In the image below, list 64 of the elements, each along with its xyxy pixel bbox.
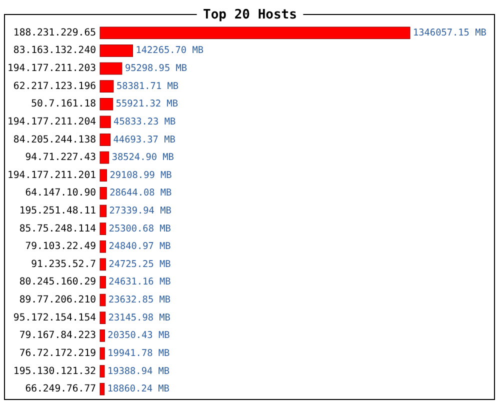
y-tick-label: 79.167.84.223 <box>19 330 96 342</box>
bar <box>100 365 105 378</box>
bar <box>100 62 122 75</box>
data-label: 25300.68 MB <box>108 223 172 234</box>
data-label: 142265.70 MB <box>136 45 204 56</box>
y-tick-label: 79.103.22.49 <box>25 241 96 252</box>
bar <box>100 258 106 271</box>
bar <box>100 276 106 288</box>
data-label: 38524.90 MB <box>112 152 174 164</box>
bar <box>100 222 106 235</box>
y-tick-label: 89.77.206.210 <box>19 294 96 306</box>
bar <box>100 330 105 342</box>
y-tick-label: 194.177.211.203 <box>8 63 96 74</box>
bar <box>100 134 111 146</box>
bar <box>100 294 106 306</box>
data-label: 18860.24 MB <box>107 384 170 395</box>
bar <box>100 187 107 200</box>
bar <box>100 382 105 396</box>
bar <box>100 44 134 57</box>
bar <box>100 98 114 110</box>
y-tick-label: 95.172.154.154 <box>13 312 96 324</box>
bar <box>100 347 105 360</box>
data-label: 95298.95 MB <box>124 63 188 74</box>
y-tick-label: 80.245.160.29 <box>19 276 96 288</box>
y-tick-label: 83.163.132.240 <box>13 45 96 56</box>
data-label: 28644.08 MB <box>110 188 172 199</box>
bar <box>100 80 114 92</box>
data-label: 55921.32 MB <box>116 98 178 110</box>
data-label: 1346057.15 MB <box>413 27 487 38</box>
data-label: 27339.94 MB <box>109 206 172 216</box>
y-tick-label: 194.177.211.201 <box>8 170 96 181</box>
data-label: 58381.71 MB <box>116 80 179 92</box>
bar <box>100 312 106 324</box>
bar <box>100 240 106 253</box>
data-label: 19388.94 MB <box>107 366 170 377</box>
y-tick-label: 62.217.123.196 <box>13 80 96 92</box>
bar <box>100 151 110 164</box>
y-tick-label: 76.72.172.219 <box>19 348 96 359</box>
data-label: 24725.25 MB <box>108 258 172 270</box>
y-tick-label: 195.251.48.11 <box>19 206 96 216</box>
data-label: 20350.43 MB <box>108 330 170 342</box>
data-label: 23632.85 MB <box>108 294 171 306</box>
data-label: 24631.16 MB <box>108 276 172 288</box>
data-label: 23145.98 MB <box>108 312 171 324</box>
data-label: 44693.37 MB <box>113 134 176 146</box>
y-tick-label: 64.147.10.90 <box>25 188 96 199</box>
data-label: 24840.97 MB <box>108 241 172 252</box>
data-label: 45833.23 MB <box>114 116 176 128</box>
bar <box>100 169 107 182</box>
bar <box>100 26 410 40</box>
y-tick-label: 94.71.227.43 <box>25 152 96 164</box>
bar <box>100 204 107 218</box>
y-tick-label: 84.205.244.138 <box>13 134 96 146</box>
y-tick-label: 195.130.121.32 <box>13 366 96 377</box>
y-tick-label: 188.231.229.65 <box>13 27 96 38</box>
y-tick-label: 85.75.248.114 <box>19 223 96 234</box>
chart-title: Top 20 Hosts <box>203 8 297 22</box>
data-label: 19941.78 MB <box>108 348 170 359</box>
y-tick-label: 194.177.211.204 <box>8 116 96 128</box>
bar <box>100 116 111 128</box>
y-tick-label: 66.249.76.77 <box>25 384 96 395</box>
y-tick-label: 50.7.161.18 <box>31 98 96 110</box>
y-tick-label: 91.235.52.7 <box>31 258 96 270</box>
data-label: 29108.99 MB <box>110 170 172 181</box>
